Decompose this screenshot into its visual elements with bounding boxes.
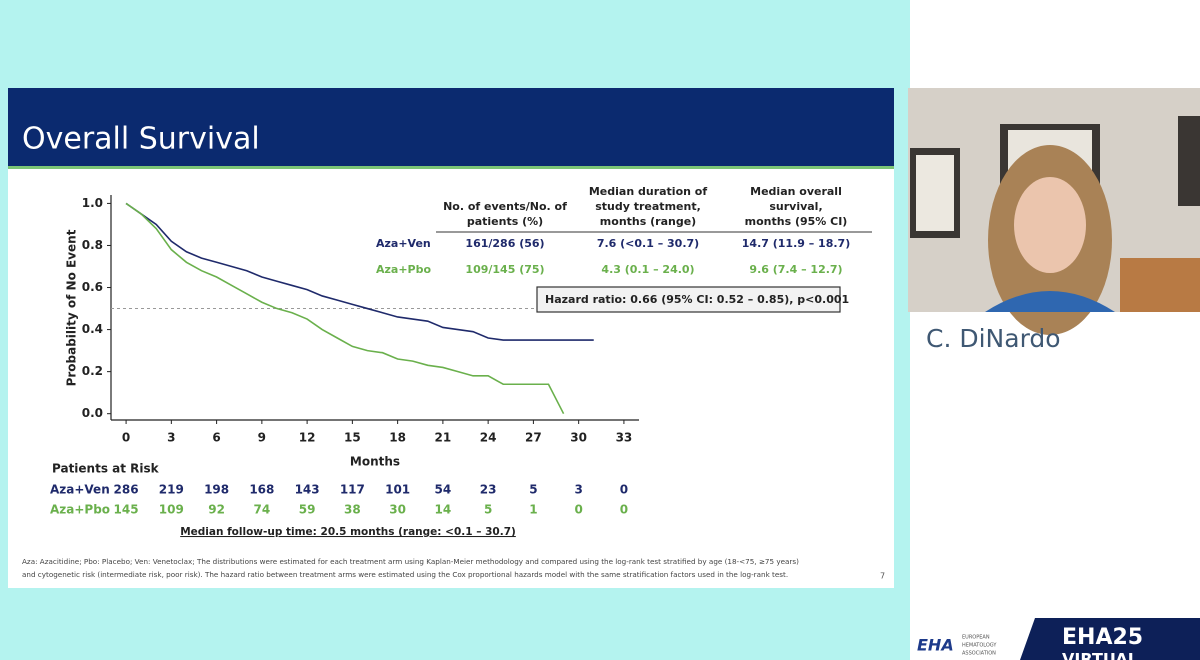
x-tick-label: 30 [570,431,587,445]
table-header: Median overall [750,185,842,198]
logo: EHA [917,636,954,655]
risk-count: 109 [159,503,184,517]
hazard-ratio: Hazard ratio: 0.66 (95% CI: 0.52 – 0.85)… [545,293,849,306]
slide-title: Overall Survival [22,122,260,157]
x-tick-label: 24 [480,431,497,445]
table-cell: 7.6 (<0.1 – 30.7) [597,237,699,250]
risk-count: 117 [340,483,365,497]
risk-title: Patients at Risk [52,462,160,476]
risk-count: 59 [299,503,316,517]
y-tick-label: 0.2 [82,364,103,378]
table-row-label: Aza+Ven [376,237,431,250]
risk-count: 5 [484,503,492,517]
survival-curve [125,202,594,341]
risk-count: 143 [295,483,320,497]
slide [8,88,894,588]
speaker-name: C. DiNardo [926,324,1061,353]
x-tick-label: 6 [212,431,220,445]
risk-count: 38 [344,503,361,517]
risk-count: 30 [389,503,406,517]
risk-count: 168 [249,483,274,497]
y-tick-label: 0.4 [82,322,103,336]
page-number: 7 [880,572,885,581]
x-tick-label: 18 [389,431,406,445]
org-line: ASSOCIATION [962,651,996,657]
x-tick-label: 0 [122,431,130,445]
risk-count: 0 [574,503,582,517]
table-header: patients (%) [467,215,543,228]
risk-row-label: Aza+Ven [50,483,110,497]
risk-count: 23 [480,483,497,497]
footnote-line: Aza: Azacitidine; Pbo: Placebo; Ven: Ven… [22,557,799,566]
risk-count: 0 [620,503,628,517]
y-axis-label: Probability of No Event [65,229,79,386]
table-header: months (range) [600,215,696,228]
risk-count: 286 [114,483,139,497]
org-line: HEMATOLOGY [962,643,997,649]
risk-count: 54 [435,483,452,497]
hazard-box [536,286,841,313]
table-cell: 14.7 (11.9 – 18.7) [742,237,850,250]
table-header: study treatment, [595,200,701,213]
org-line: EUROPEAN [962,635,990,641]
survival-curve [125,202,565,415]
y-tick-label: 0.8 [82,238,103,252]
x-tick-label: 21 [435,431,452,445]
event-title: EHA25 [1062,625,1143,650]
slide-header [8,88,894,166]
follow-up: Median follow-up time: 20.5 months (rang… [180,526,516,538]
y-tick-label: 1.0 [82,196,103,210]
risk-count: 14 [435,503,452,517]
x-tick-label: 3 [167,431,175,445]
header-rule [8,166,894,169]
risk-count: 1 [529,503,537,517]
table-cell: 109/145 (75) [465,263,544,276]
branding: EHA EUROPEAN HEMATOLOGY ASSOCIATION EHA2… [917,618,1200,660]
x-tick-label: 27 [525,431,542,445]
y-tick-label: 0.6 [82,280,103,294]
x-tick-label: 33 [616,431,633,445]
table-header: Median duration of [589,185,707,198]
x-tick-label: 15 [344,431,361,445]
table-header: No. of events/No. of [443,200,567,213]
table-cell: 161/286 (56) [465,237,544,250]
event-subtitle: VIRTUAL [1062,650,1138,660]
y-tick-label: 0.0 [82,406,103,420]
table-header: months (95% CI) [745,215,848,228]
x-axis-label: Months [350,455,400,469]
webcam [908,88,1200,335]
table-cell: 9.6 (7.4 – 12.7) [749,263,842,276]
risk-count: 145 [114,503,139,517]
risk-count: 219 [159,483,184,497]
risk-count: 101 [385,483,410,497]
risk-count: 0 [620,483,628,497]
x-tick-label: 9 [258,431,266,445]
risk-count: 92 [208,503,225,517]
risk-count: 5 [529,483,537,497]
x-tick-label: 12 [299,431,316,445]
table-header: survival, [769,200,822,213]
table-row-label: Aza+Pbo [376,263,431,276]
table-cell: 4.3 (0.1 – 24.0) [601,263,694,276]
risk-row-label: Aza+Pbo [50,503,110,517]
footnote-line: and cytogenetic risk (intermediate risk,… [22,570,788,579]
risk-count: 198 [204,483,229,497]
risk-count: 74 [254,503,271,517]
risk-count: 3 [574,483,582,497]
